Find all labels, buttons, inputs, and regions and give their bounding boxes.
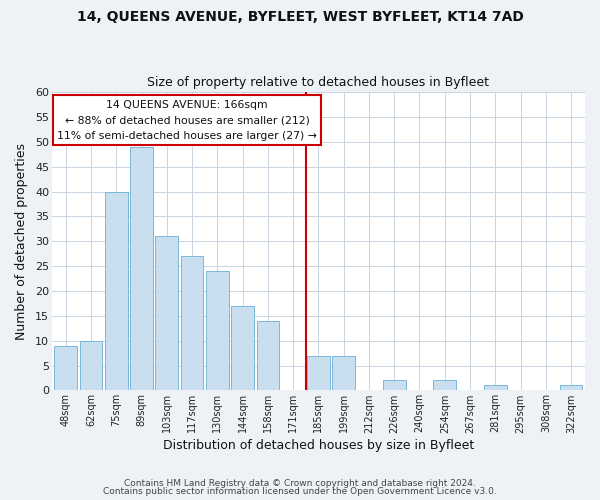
Bar: [257, 321, 279, 390]
Bar: [484, 386, 506, 390]
Bar: [206, 271, 229, 390]
Bar: [231, 306, 254, 390]
Bar: [80, 340, 103, 390]
Text: Contains HM Land Registry data © Crown copyright and database right 2024.: Contains HM Land Registry data © Crown c…: [124, 478, 476, 488]
Bar: [55, 346, 77, 391]
Bar: [155, 236, 178, 390]
Text: Contains public sector information licensed under the Open Government Licence v3: Contains public sector information licen…: [103, 487, 497, 496]
Bar: [332, 356, 355, 390]
Text: 14 QUEENS AVENUE: 166sqm
← 88% of detached houses are smaller (212)
11% of semi-: 14 QUEENS AVENUE: 166sqm ← 88% of detach…: [57, 100, 317, 140]
Title: Size of property relative to detached houses in Byfleet: Size of property relative to detached ho…: [148, 76, 490, 90]
Bar: [105, 192, 128, 390]
Y-axis label: Number of detached properties: Number of detached properties: [15, 142, 28, 340]
Bar: [433, 380, 456, 390]
Bar: [307, 356, 330, 390]
Bar: [560, 386, 583, 390]
Text: 14, QUEENS AVENUE, BYFLEET, WEST BYFLEET, KT14 7AD: 14, QUEENS AVENUE, BYFLEET, WEST BYFLEET…: [77, 10, 523, 24]
X-axis label: Distribution of detached houses by size in Byfleet: Distribution of detached houses by size …: [163, 440, 474, 452]
Bar: [130, 147, 153, 390]
Bar: [383, 380, 406, 390]
Bar: [181, 256, 203, 390]
